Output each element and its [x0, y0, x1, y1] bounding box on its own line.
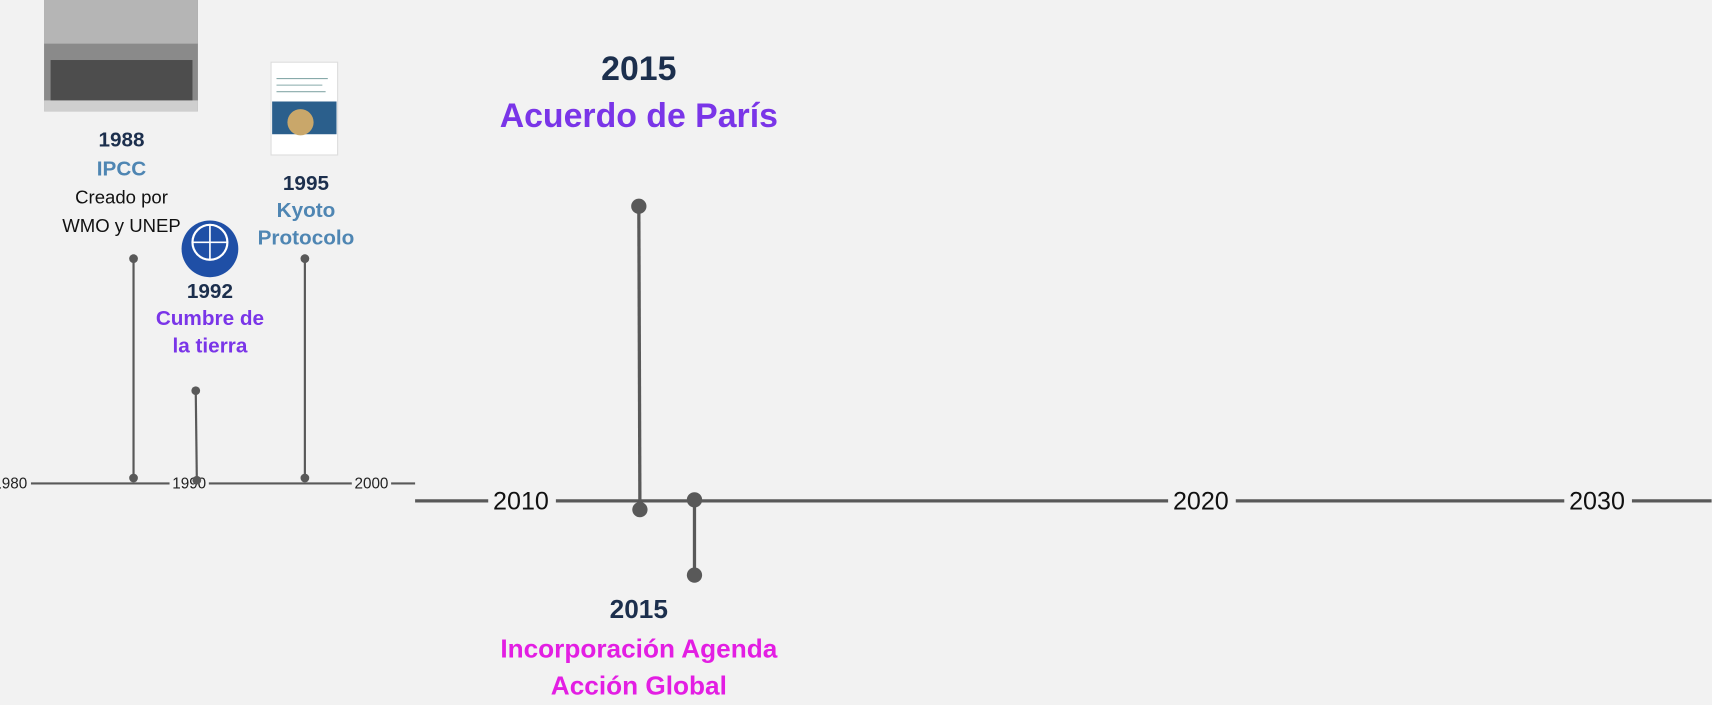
axis-label: 2030	[1569, 488, 1625, 516]
event-year: 1988	[98, 128, 144, 151]
page: {"axis_labels": ["1980", "1990", "2000",…	[0, 0, 1712, 705]
event-year: 1992	[187, 280, 233, 303]
event-title: Cumbre de	[156, 307, 264, 330]
kyoto-document	[271, 62, 338, 155]
stem	[196, 391, 197, 480]
event-title: Acuerdo de París	[500, 97, 778, 135]
axis-label: 1980	[0, 476, 27, 493]
event-title: Protocolo	[258, 226, 355, 249]
axis-label: 2000	[354, 476, 388, 493]
axis-label: 2010	[493, 488, 549, 516]
event-year: 2015	[601, 50, 676, 88]
event-title: Acción Global	[551, 670, 727, 700]
event-title: Incorporación Agenda	[500, 633, 777, 663]
event-title: la tierra	[172, 335, 247, 358]
axis-label: 1990	[172, 476, 206, 493]
timeline-slide: 1980 1990 2000 2010 2020 2030 1988 IPCC …	[0, 0, 1712, 705]
event-title: Kyoto	[277, 199, 336, 222]
event-description: Creado por	[75, 187, 168, 208]
event-year: 1995	[283, 172, 329, 195]
un-logo	[182, 220, 239, 277]
event-year: 2015	[610, 594, 668, 624]
axis-label: 2020	[1173, 488, 1229, 516]
ipcc-photo	[44, 0, 198, 111]
stem	[639, 206, 640, 509]
event-title: IPCC	[97, 158, 147, 181]
event-description: WMO y UNEP	[62, 215, 181, 236]
